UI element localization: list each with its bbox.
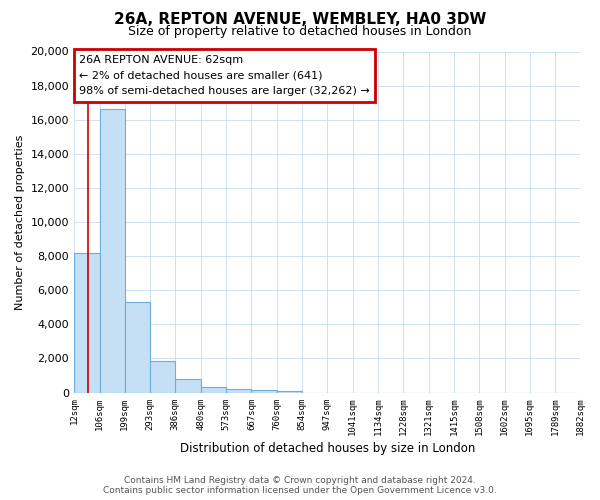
Text: 26A, REPTON AVENUE, WEMBLEY, HA0 3DW: 26A, REPTON AVENUE, WEMBLEY, HA0 3DW xyxy=(114,12,486,28)
Text: Size of property relative to detached houses in London: Size of property relative to detached ho… xyxy=(128,25,472,38)
Text: 26A REPTON AVENUE: 62sqm
← 2% of detached houses are smaller (641)
98% of semi-d: 26A REPTON AVENUE: 62sqm ← 2% of detache… xyxy=(79,55,370,96)
Bar xyxy=(201,386,226,392)
Bar xyxy=(150,361,175,392)
Bar xyxy=(125,302,150,392)
Bar xyxy=(74,252,100,392)
Bar xyxy=(100,110,125,393)
Y-axis label: Number of detached properties: Number of detached properties xyxy=(15,134,25,310)
Bar xyxy=(251,390,277,392)
Bar xyxy=(226,389,251,392)
Bar xyxy=(277,391,302,392)
Text: Contains HM Land Registry data © Crown copyright and database right 2024.
Contai: Contains HM Land Registry data © Crown c… xyxy=(103,476,497,495)
X-axis label: Distribution of detached houses by size in London: Distribution of detached houses by size … xyxy=(179,442,475,455)
Bar xyxy=(175,379,201,392)
